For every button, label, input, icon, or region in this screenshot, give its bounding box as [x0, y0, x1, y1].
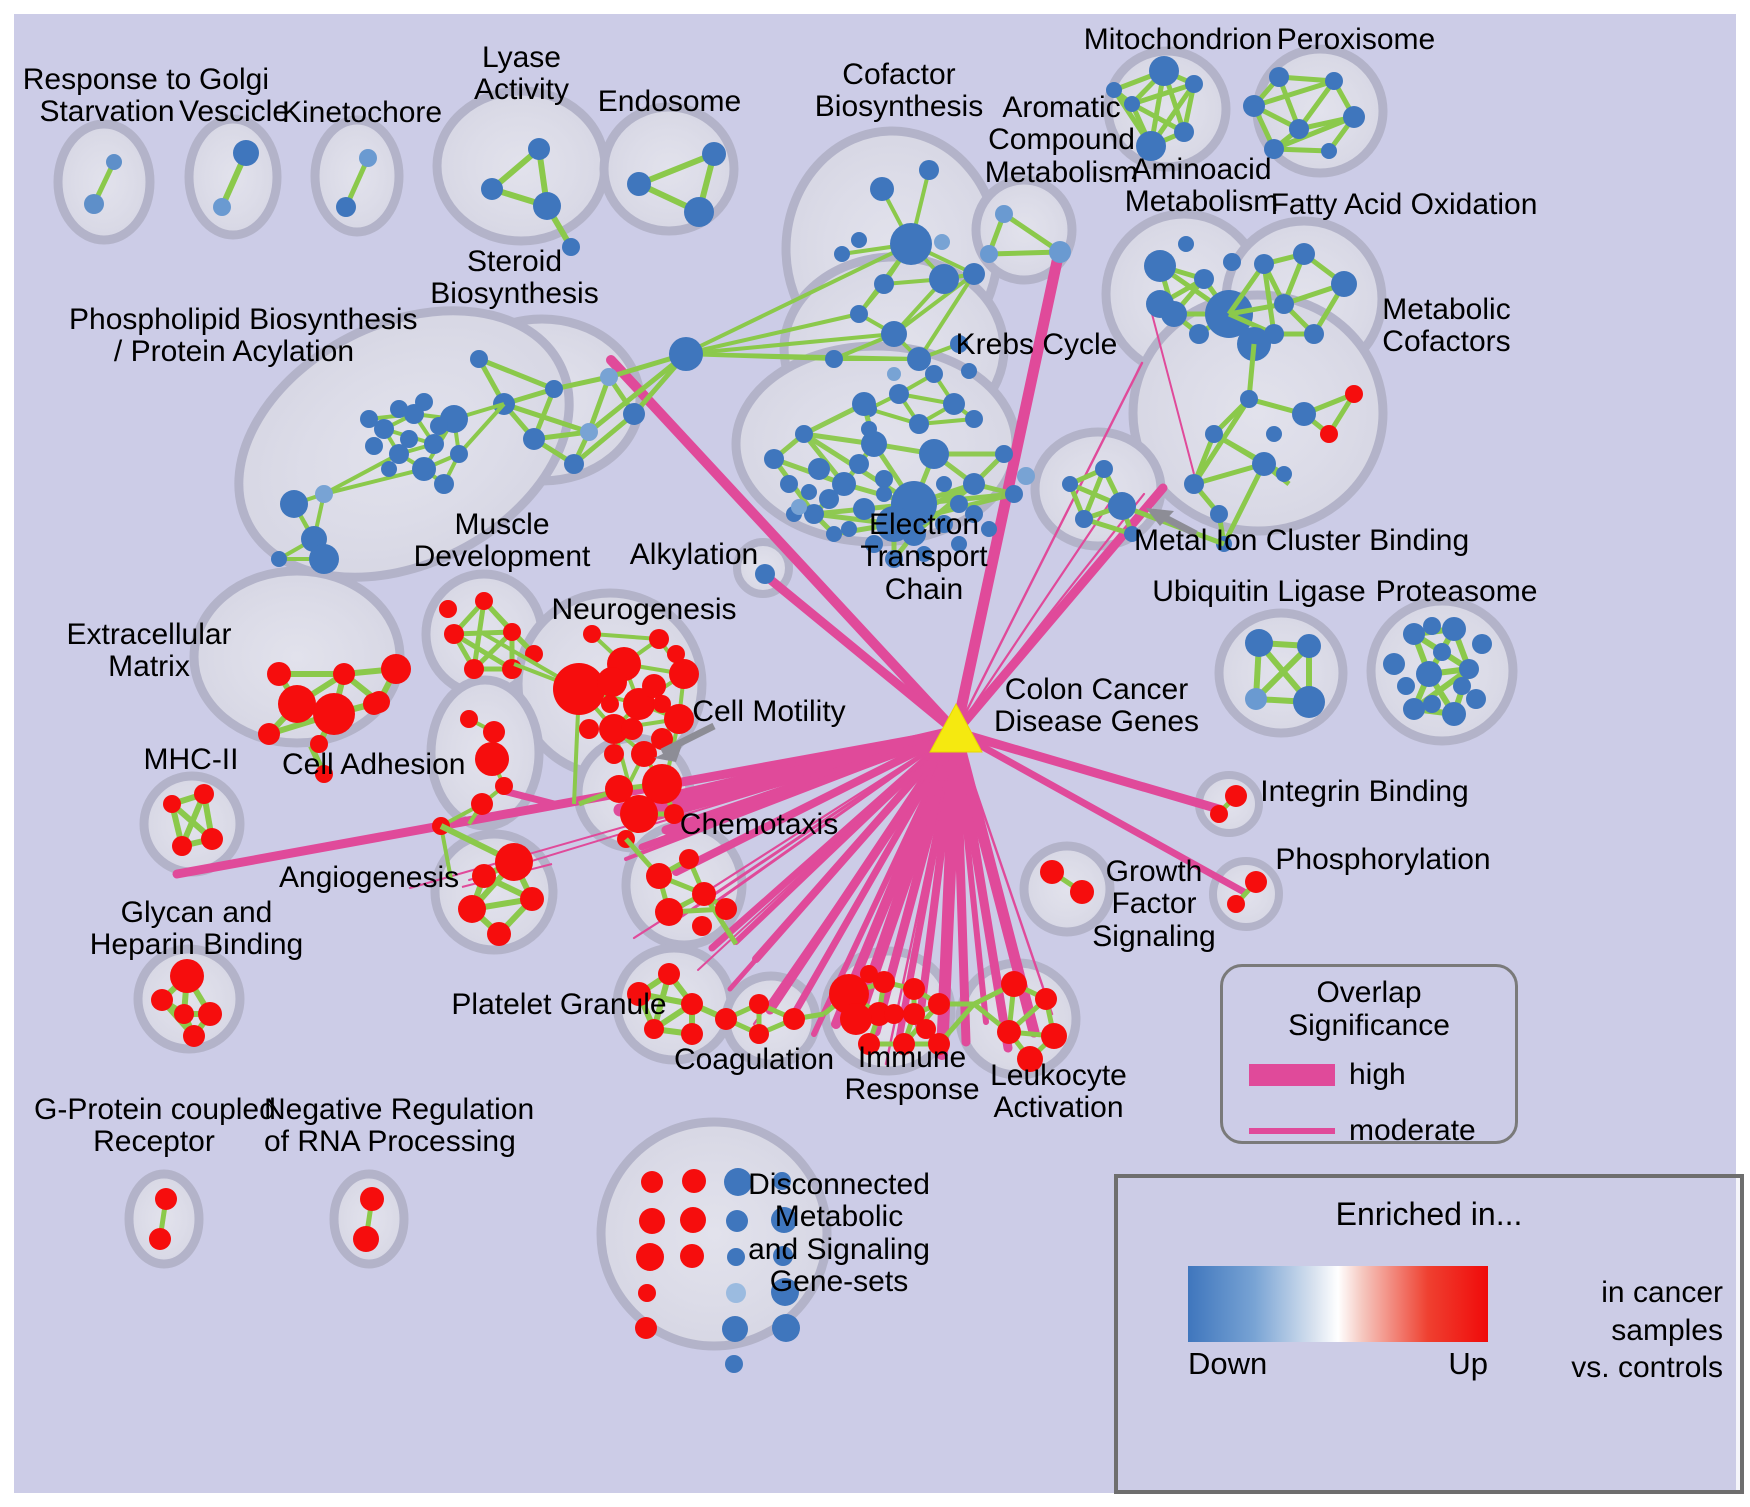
legend-enrichment: Enriched in... Down Up in cancer samples… — [1114, 1174, 1744, 1494]
cluster-muscle-development[interactable] — [439, 592, 543, 679]
legend-high-swatch — [1249, 1064, 1335, 1086]
legend-overlap-title-line1: Overlap — [1316, 976, 1422, 1009]
legend-overlap-moderate-row: moderate — [1249, 1114, 1515, 1148]
cluster-electron-transport-chain[interactable] — [764, 392, 1035, 568]
network-canvas: Response to Starvation Golgi Vescicle Ki… — [14, 14, 1744, 1494]
legend-overlap-significance: Overlap Significance high moderate — [1220, 964, 1518, 1147]
legend-overlap-title: Overlap Significance — [1223, 976, 1515, 1042]
cluster-phosphorylation[interactable] — [1227, 871, 1267, 913]
legend-overlap-title-line2: Significance — [1288, 1009, 1450, 1042]
cluster-metal-ion-cluster-binding[interactable] — [1062, 460, 1225, 547]
legend-enrichment-title: Enriched in... — [1335, 1196, 1523, 1232]
legend-overlap-high-row: high — [1249, 1058, 1515, 1092]
cluster-peroxisome[interactable] — [1243, 67, 1365, 159]
cluster-leukocyte-activation[interactable] — [997, 971, 1067, 1072]
cluster-extracellular-matrix[interactable] — [258, 654, 411, 783]
legend-gradient-labels: Down Up — [1188, 1346, 1488, 1382]
cluster-mhc-ii[interactable] — [163, 784, 223, 856]
legend-gradient-wrap: Down Up — [1188, 1266, 1488, 1382]
cluster-g-protein-coupled-receptor[interactable] — [149, 1188, 177, 1250]
legend-moderate-label: moderate — [1349, 1114, 1476, 1147]
cluster-platelet-granule[interactable] — [627, 963, 728, 1045]
leader-arrows — [654, 508, 1198, 762]
legend-moderate-swatch — [1249, 1128, 1335, 1134]
cluster-proteasome[interactable] — [1383, 617, 1492, 726]
cluster-alkylation[interactable] — [755, 564, 775, 584]
cluster-angiogenesis[interactable] — [439, 823, 544, 946]
cluster-glycan-heparin-binding[interactable] — [151, 959, 222, 1047]
cluster-response-to-starvation[interactable] — [84, 154, 122, 214]
cluster-metabolic-cofactors[interactable] — [1184, 343, 1363, 552]
cluster-disconnected-gene-sets[interactable] — [635, 1168, 800, 1373]
cluster-negative-regulation-rna[interactable] — [353, 1187, 384, 1252]
cluster-mitochondrion[interactable] — [1106, 56, 1203, 161]
cluster-lyase-activity[interactable] — [481, 138, 580, 256]
cluster-cofactor-biosynthesis[interactable] — [683, 160, 985, 381]
cluster-cell-motility[interactable] — [578, 764, 684, 848]
legend-down-label: Down — [1188, 1346, 1268, 1381]
cluster-golgi-vescicle[interactable] — [213, 140, 259, 216]
significance-edges — [172, 246, 1248, 1066]
cluster-cell-adhesion[interactable] — [432, 710, 513, 880]
cluster-coagulation[interactable] — [715, 994, 825, 1044]
network-graph — [53, 44, 1518, 1373]
cluster-endosome[interactable] — [627, 142, 726, 227]
legend-up-label: Up — [1448, 1346, 1488, 1381]
cluster-steroid-biosynthesis[interactable] — [470, 337, 703, 474]
cluster-chemotaxis[interactable] — [624, 837, 739, 946]
enrichment-gradient-bar — [1188, 1266, 1488, 1342]
legend-enrichment-side-text: in cancer samples vs. controls — [1571, 1276, 1723, 1384]
cluster-fatty-acid-oxidation[interactable] — [1226, 243, 1357, 361]
cluster-ubiquitin-ligase[interactable] — [1245, 629, 1325, 718]
cluster-integrin-binding[interactable] — [1210, 785, 1247, 823]
cluster-immune-response[interactable] — [822, 965, 1016, 1055]
cluster-aromatic-compound-metabolism[interactable] — [980, 205, 1071, 263]
hub-node-colon-cancer-disease-genes[interactable] — [929, 702, 983, 753]
legend-high-label: high — [1349, 1058, 1406, 1091]
cluster-kinetochore[interactable] — [336, 149, 377, 217]
cluster-neurogenesis[interactable] — [482, 625, 699, 805]
cluster-growth-factor-signaling[interactable] — [1040, 860, 1094, 904]
cluster-phospholipid-biosynthesis[interactable] — [271, 393, 506, 574]
